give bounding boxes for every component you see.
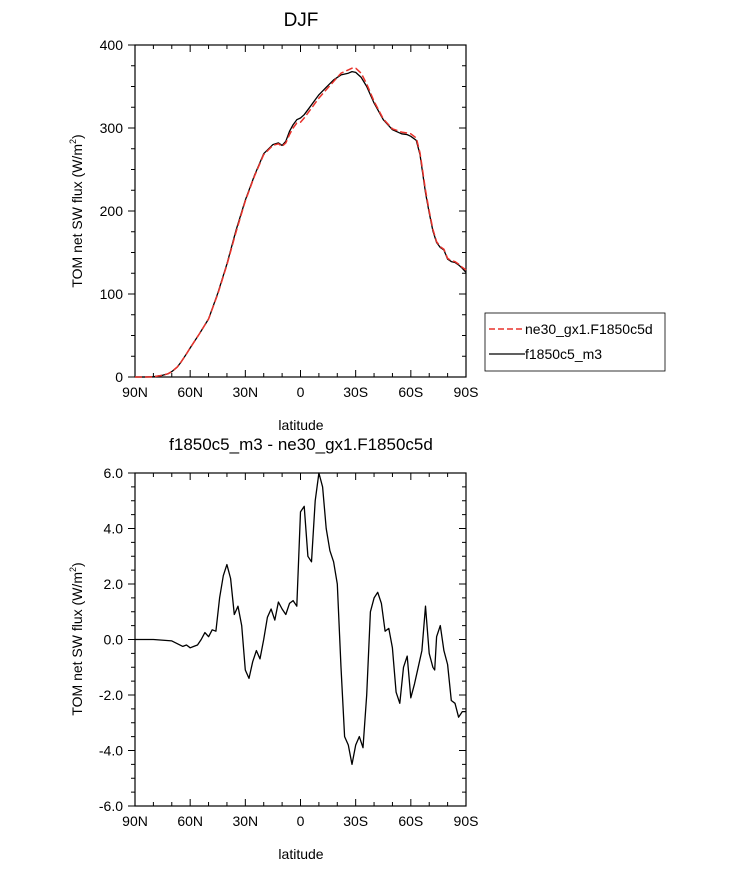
bottom-tick-labels: 90N 60N 30N 0 30S 60S 90S -6.0 -4.0 -2.0 0.0 2.0 4.0… [99, 465, 479, 829]
bottom-y-tick-label: -2.0 [99, 687, 123, 703]
top-series-lines [135, 67, 467, 378]
top-x-tick-label: 90N [122, 384, 148, 400]
top-x-axis-label: latitude [278, 417, 323, 433]
bottom-y-tick-label: 0.0 [104, 632, 124, 648]
bottom-y-tick-label: 4.0 [104, 521, 124, 537]
bottom-series-line-model [135, 472, 466, 766]
top-x-tick-label: 60N [177, 384, 203, 400]
top-y-tick-label: 100 [100, 286, 124, 302]
top-y-tick-label: 0 [115, 369, 123, 385]
top-x-tick-label: 30N [232, 384, 258, 400]
top-x-tick-label: 30S [343, 384, 368, 400]
bottom-x-tick-label: 90N [122, 813, 148, 829]
bottom-y-tick-label: 6.0 [104, 465, 124, 481]
bottom-plot: f1850c5_m3 - ne30_gx1.F1850c5d 90N 60N 30N… [68, 435, 478, 862]
legend-label-control: ne30_gx1.F1850c5d [525, 321, 653, 337]
bottom-y-tick-label: -6.0 [99, 798, 123, 814]
top-y-axis-label: TOM net SW flux (W/m2) [68, 134, 85, 287]
top-x-tick-label: 90S [454, 384, 479, 400]
legend-box [484, 312, 666, 372]
top-series-line-model [135, 70, 467, 378]
bottom-x-tick-label: 60N [177, 813, 203, 829]
bottom-y-tick-label: 2.0 [104, 576, 124, 592]
bottom-series-lines [135, 472, 466, 766]
bottom-x-tick-label: 60S [398, 813, 423, 829]
bottom-x-tick-label: 0 [297, 813, 305, 829]
top-axis-ticks [128, 44, 467, 378]
top-y-tick-label: 300 [100, 120, 124, 136]
bottom-y-axis-label: TOM net SW flux (W/m2) [68, 562, 85, 715]
top-series-line-control [135, 67, 467, 378]
legend-label-model: f1850c5_m3 [525, 346, 602, 362]
top-plot: DJF 90N 60N 30N 0 30S 60S 90S 0 100 200 300 400 lat… [68, 10, 666, 433]
bottom-chart-title: f1850c5_m3 - ne30_gx1.F1850c5d [169, 435, 433, 454]
bottom-axis-ticks [128, 472, 467, 807]
top-y-tick-label: 400 [100, 37, 124, 53]
top-x-tick-label: 0 [297, 384, 305, 400]
bottom-x-tick-label: 30S [343, 813, 368, 829]
bottom-x-axis-label: latitude [278, 846, 323, 862]
bottom-x-tick-label: 30N [232, 813, 258, 829]
top-tick-labels: 90N 60N 30N 0 30S 60S 90S 0 100 200 300 400 [100, 37, 479, 400]
top-x-tick-label: 60S [398, 384, 423, 400]
legend: ne30_gx1.F1850c5d f1850c5_m3 [484, 312, 666, 372]
top-plot-frame [134, 44, 467, 378]
top-chart-title: DJF [284, 10, 319, 31]
bottom-x-tick-label: 90S [454, 813, 479, 829]
bottom-y-tick-label: -4.0 [99, 743, 123, 759]
top-y-tick-label: 200 [100, 203, 124, 219]
